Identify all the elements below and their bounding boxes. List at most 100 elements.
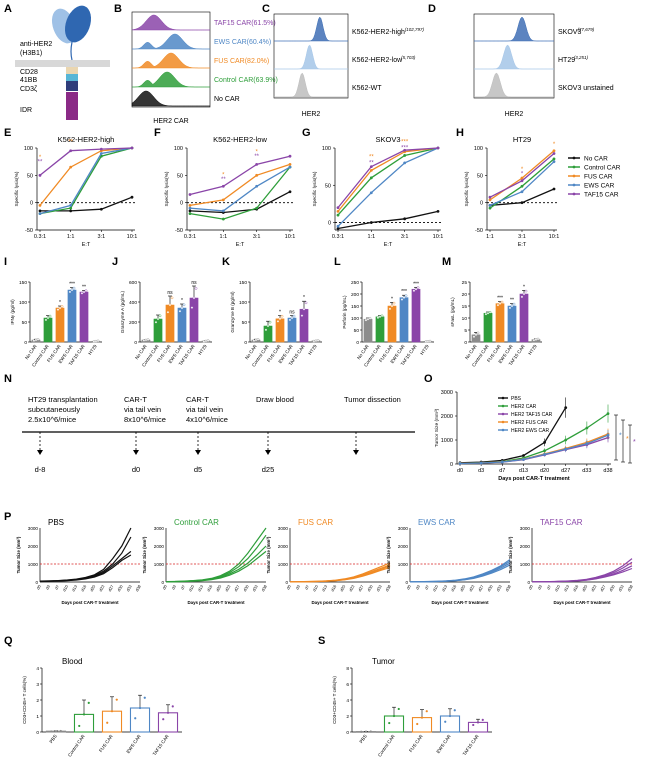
histogram-0 (131, 14, 210, 31)
lysis-legend: No CAR Control CAR FUS CAR EWS CAR TAF15 CAR (568, 156, 621, 199)
y-tick-label: 100 (24, 146, 33, 152)
data-point (288, 190, 292, 194)
significance-mark: ns (289, 310, 295, 316)
series-line (337, 147, 439, 209)
y-tick-label: 3000 (278, 526, 289, 531)
data-point (552, 152, 556, 155)
replicate-dot (87, 701, 90, 704)
mouse-growth-line (531, 567, 633, 583)
series-line (337, 147, 439, 227)
timeline-step-text: CAR-T (124, 395, 147, 404)
x-tick-label: d16 (450, 583, 458, 592)
panel-letter-E: E (4, 127, 11, 139)
data-point (369, 168, 373, 172)
legend-marker (572, 165, 576, 169)
timeline-step-text: Tumor dissection (344, 395, 401, 404)
data-point (564, 438, 568, 442)
data-point (69, 204, 73, 207)
series-line (337, 210, 439, 230)
x-tick-label: 10:1 (433, 234, 444, 240)
replicate-dot (476, 721, 480, 724)
significance-mark: * (181, 298, 183, 304)
legend-marker (501, 420, 505, 424)
x-tick-label: d38 (603, 468, 612, 474)
x-tick-label: 3:1 (518, 234, 526, 240)
replicate-dot (192, 296, 196, 300)
significance-mark: * (626, 436, 629, 443)
x-tick-label: d16 (330, 583, 338, 592)
x-tick-label: d23 (590, 583, 598, 592)
significance-mark: * (255, 149, 258, 155)
timeline-step-text: CAR-T (186, 395, 209, 404)
data-point (336, 209, 340, 213)
bar (375, 316, 385, 343)
data-point (369, 191, 373, 195)
chart-G: 0 50 100 0.3:1 1:1 3:1 10:1 SKOV3 Specific lysis… (312, 135, 443, 248)
x-tick-label: d23 (224, 583, 232, 592)
significance-mark: * (523, 284, 525, 290)
x-tick-label: d30 (366, 583, 374, 592)
series-line (189, 163, 291, 207)
x-tick-label: d16 (206, 583, 214, 592)
timeline-day-label: d0 (132, 465, 140, 474)
data-point (336, 227, 340, 230)
x-tick-label: Control CAR (67, 733, 86, 758)
bar (387, 305, 397, 343)
panel-letter-I: I (4, 256, 7, 268)
bar (399, 297, 409, 343)
x-axis-label: E:T (236, 242, 245, 248)
x-tick-label: EWS CAR (125, 733, 142, 754)
x-tick-label: HT29 (87, 343, 98, 355)
data-point (369, 165, 373, 169)
replicate-dot (414, 287, 418, 291)
replicate-dot (420, 716, 424, 719)
arrow-icon (353, 450, 359, 455)
y-tick-label: 150 (239, 280, 247, 286)
replicate-dot (264, 328, 268, 332)
legend-marker (501, 404, 505, 408)
x-tick-label: d27 (561, 468, 570, 474)
replicate-dot (524, 289, 528, 293)
series-line (459, 407, 567, 464)
replicate-dot (488, 310, 492, 314)
replicate-dot (300, 314, 304, 317)
replicate-dot (280, 314, 284, 318)
data-point (403, 148, 407, 152)
histogram-1 (132, 33, 210, 50)
panel-c-xlabel: HER2 (302, 111, 321, 118)
significance-mark: * (59, 300, 61, 306)
replicate-dot (378, 315, 382, 319)
significance-mark: ** (221, 177, 226, 183)
bar (519, 293, 529, 343)
timeline-step-text: via tail vein (186, 405, 223, 414)
legend-label: Control CAR (584, 165, 621, 172)
series-line (189, 166, 291, 212)
replicate-dot (80, 291, 84, 295)
panel-letter-G: G (302, 127, 311, 139)
x-tick-label: d3 (478, 468, 484, 474)
y-tick-label: 0 (405, 580, 408, 585)
data-point (564, 406, 568, 409)
data-point (585, 442, 589, 445)
replicate-dot (134, 717, 137, 720)
significance-mark: * (619, 433, 622, 440)
replicate-dot (498, 302, 502, 305)
x-tick-label: d33 (125, 583, 133, 592)
cd28-domain (66, 67, 78, 74)
legend-marker (501, 412, 505, 416)
x-tick-label: d23 (468, 583, 476, 592)
replicate-dot (92, 340, 96, 343)
data-point (69, 165, 73, 169)
replicate-dot (484, 312, 488, 316)
panel-c-row-count: (5,703) (401, 55, 416, 60)
data-point (69, 209, 73, 213)
x-tick-label: d0 (405, 583, 412, 590)
y-axis-label: Tumor Size (mm³) (266, 536, 271, 573)
panel-letter-B: B (114, 3, 122, 15)
y-axis-label: Specific lysis(%) (464, 171, 470, 206)
x-tick-label: d20 (459, 583, 467, 592)
x-tick-label: 0.3:1 (34, 234, 46, 240)
replicate-dot (278, 317, 282, 321)
y-tick-label: 600 (129, 280, 137, 286)
